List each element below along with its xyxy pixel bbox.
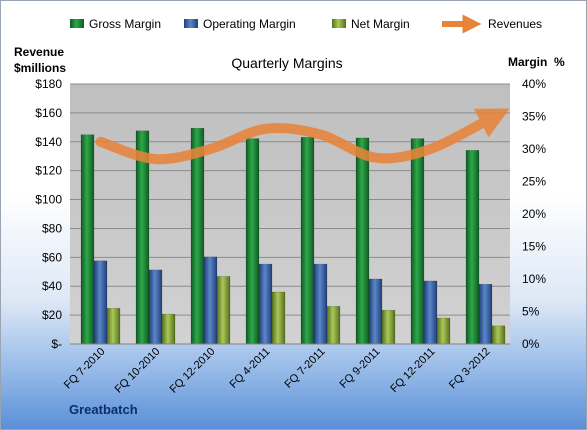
- bars: [80, 127, 506, 345]
- legend-item-revenues: Revenues: [442, 14, 542, 34]
- legend-swatch-net-margin: [332, 19, 346, 28]
- operating-margin-bar: [203, 256, 218, 345]
- net-margin-bar: [491, 325, 506, 345]
- left-tick-label: $80: [42, 221, 62, 235]
- left-tick-label: $100: [35, 193, 62, 207]
- gross-margin-bar: [245, 138, 260, 345]
- net-margin-bar: [161, 313, 176, 345]
- left-tick-label: $-: [51, 337, 62, 351]
- right-tick-label: 5%: [522, 305, 540, 319]
- category-label: FQ 4-2011: [228, 346, 273, 391]
- operating-margin-bar: [478, 283, 493, 345]
- net-margin-bar: [106, 308, 121, 345]
- legend-label-revenues: Revenues: [488, 17, 542, 31]
- net-margin-bar: [271, 291, 286, 345]
- left-axis-title-line2: $millions: [14, 61, 66, 75]
- legend-item-gross-margin: Gross Margin: [70, 17, 161, 31]
- left-axis-ticks: $- $20 $40 $60 $80 $100 $120 $140 $160 $180: [35, 77, 62, 351]
- right-tick-label: 10%: [522, 272, 546, 286]
- gross-margin-bar: [300, 137, 315, 345]
- operating-margin-bar: [423, 280, 438, 345]
- chart-title: Quarterly Margins: [231, 55, 342, 71]
- left-axis-title-line1: Revenue: [14, 45, 64, 59]
- right-tick-label: 35%: [522, 110, 546, 124]
- left-tick-label: $20: [42, 308, 62, 322]
- legend-swatch-operating-margin: [184, 19, 198, 28]
- gross-margin-bar: [410, 138, 425, 345]
- category-label: FQ 12-2011: [388, 346, 437, 395]
- right-tick-label: 30%: [522, 142, 546, 156]
- right-tick-label: 15%: [522, 240, 546, 254]
- right-tick-label: 0%: [522, 337, 540, 351]
- category-label: FQ 3-2012: [447, 346, 493, 392]
- category-label: FQ 10-2010: [113, 346, 163, 396]
- left-tick-label: $140: [35, 135, 62, 149]
- right-tick-label: 25%: [522, 175, 546, 189]
- left-tick-label: $180: [35, 77, 62, 91]
- net-margin-bar: [381, 309, 396, 345]
- operating-margin-bar: [258, 263, 273, 345]
- gross-margin-bar: [190, 127, 205, 345]
- legend-item-net-margin: Net Margin: [332, 17, 410, 31]
- right-tick-label: 20%: [522, 207, 546, 221]
- legend-label-net-margin: Net Margin: [351, 17, 410, 31]
- operating-margin-bar: [148, 269, 163, 345]
- legend-swatch-gross-margin: [70, 19, 84, 28]
- category-label: FQ 9-2011: [338, 346, 383, 391]
- right-axis-title: Margin %: [508, 55, 565, 69]
- company-name: Greatbatch: [69, 402, 138, 417]
- legend-item-operating-margin: Operating Margin: [184, 17, 296, 31]
- operating-margin-bar: [93, 260, 108, 345]
- left-tick-label: $40: [42, 279, 62, 293]
- legend-label-operating-margin: Operating Margin: [203, 17, 296, 31]
- category-labels: FQ 7-2010 FQ 10-2010 FQ 12-2010 FQ 4-2011 FQ…: [62, 346, 493, 396]
- net-margin-bar: [216, 276, 231, 345]
- right-tick-label: 40%: [522, 77, 546, 91]
- category-label: FQ 12-2010: [168, 346, 218, 396]
- legend: Gross Margin Operating Margin Net Margin…: [70, 14, 542, 34]
- net-margin-bar: [326, 306, 341, 345]
- gross-margin-bar: [355, 137, 370, 345]
- legend-label-gross-margin: Gross Margin: [89, 17, 161, 31]
- operating-margin-bar: [368, 278, 383, 345]
- right-axis-ticks: 0% 5% 10% 15% 20% 25% 30% 35% 40%: [522, 77, 546, 351]
- net-margin-bar: [436, 317, 451, 345]
- gross-margin-bar: [80, 134, 95, 345]
- left-tick-label: $60: [42, 250, 62, 264]
- left-tick-label: $160: [35, 106, 62, 120]
- operating-margin-bar: [313, 263, 328, 345]
- gross-margin-bar: [465, 150, 480, 345]
- revenues-line: [95, 108, 510, 165]
- category-label: FQ 7-2011: [283, 346, 328, 391]
- category-label: FQ 7-2010: [62, 346, 108, 392]
- left-tick-label: $120: [35, 164, 62, 178]
